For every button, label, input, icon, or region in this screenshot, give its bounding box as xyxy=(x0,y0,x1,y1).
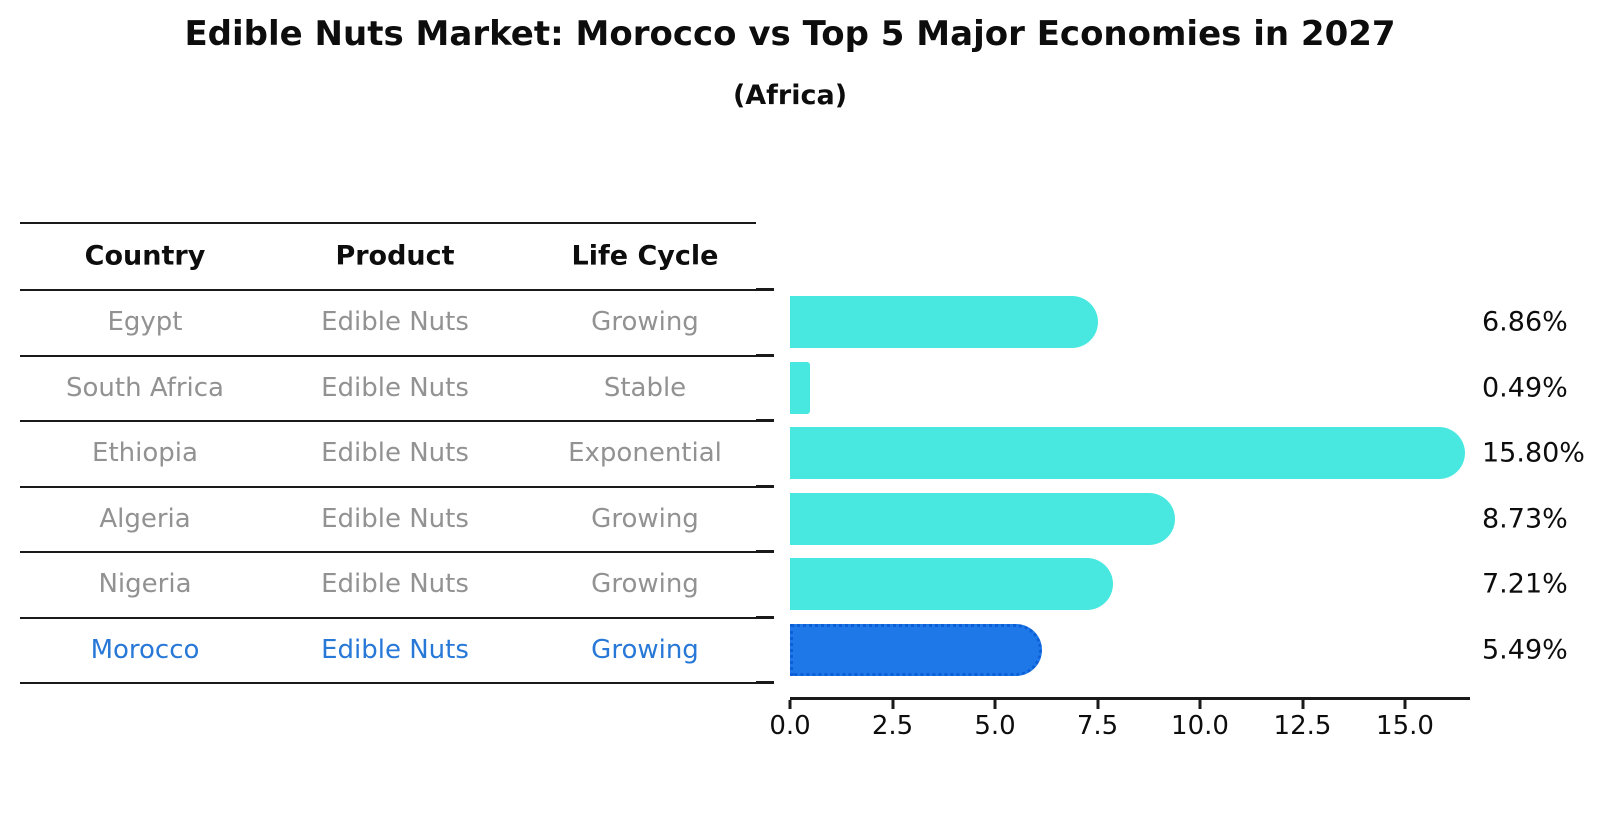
x-tick-label-7.5: 7.5 xyxy=(1076,711,1119,741)
x-axis-line xyxy=(790,697,1470,700)
y-axis-tick xyxy=(756,419,774,422)
table-cell-country-algeria: Algeria xyxy=(99,503,191,534)
table-cell-product-ethiopia: Edible Nuts xyxy=(321,438,469,468)
x-tick-label-5.0: 5.0 xyxy=(974,711,1016,741)
y-axis-tick xyxy=(756,681,774,684)
x-axis-tick xyxy=(891,700,894,709)
value-label-algeria: 8.73% xyxy=(1482,503,1568,534)
table-cell-product-egypt: Edible Nuts xyxy=(321,307,469,337)
chart-title: Edible Nuts Market: Morocco vs Top 5 Maj… xyxy=(184,14,1396,54)
x-tick-label-2.5: 2.5 xyxy=(871,711,914,741)
table-cell-product-algeria: Edible Nuts xyxy=(321,503,469,534)
table-grid-line xyxy=(20,486,756,488)
x-tick-label-10.0: 10.0 xyxy=(1171,711,1229,741)
bar-morocco xyxy=(790,623,1043,676)
value-label-morocco: 5.49% xyxy=(1482,634,1568,665)
value-label-ethiopia: 15.80% xyxy=(1482,437,1585,469)
table-cell-life-cycle-south-africa: Stable xyxy=(603,372,687,403)
table-cell-product-nigeria: Edible Nuts xyxy=(321,569,469,599)
value-label-egypt: 6.86% xyxy=(1482,306,1568,338)
table-cell-country-egypt: Egypt xyxy=(107,307,183,337)
x-tick-label-0.0: 0.0 xyxy=(769,711,811,741)
x-axis-tick xyxy=(1403,700,1407,709)
table-cell-life-cycle-algeria: Growing xyxy=(591,503,699,534)
table-cell-life-cycle-morocco: Growing xyxy=(591,634,699,665)
table-grid-line xyxy=(20,222,756,224)
table-cell-country-ethiopia: Ethiopia xyxy=(92,438,198,468)
table-cell-life-cycle-egypt: Growing xyxy=(591,307,699,337)
table-grid-line xyxy=(20,551,756,553)
chart-subtitle: (Africa) xyxy=(732,80,848,111)
bar-egypt xyxy=(790,296,1099,348)
value-label-nigeria: 7.21% xyxy=(1482,568,1568,600)
table-header-cell-life-cycle: Life Cycle xyxy=(571,240,719,272)
table-grid-line xyxy=(20,289,756,291)
y-axis-tick xyxy=(756,485,774,488)
table-grid-line xyxy=(20,617,756,619)
bar-nigeria xyxy=(790,558,1113,610)
x-axis-tick xyxy=(1198,700,1202,709)
bar-ethiopia xyxy=(790,427,1465,479)
table-grid-line xyxy=(20,682,756,684)
y-axis-tick xyxy=(756,550,774,553)
y-axis-tick xyxy=(756,616,774,619)
x-axis-tick xyxy=(1096,700,1099,709)
table-cell-country-nigeria: Nigeria xyxy=(98,569,192,599)
x-tick-label-12.5: 12.5 xyxy=(1273,711,1332,741)
table-header-cell-product: Product xyxy=(335,240,455,272)
table-cell-life-cycle-nigeria: Growing xyxy=(591,569,699,599)
table-cell-life-cycle-ethiopia: Exponential xyxy=(568,438,722,468)
bar-south-africa xyxy=(790,361,811,414)
value-label-south-africa: 0.49% xyxy=(1482,372,1568,403)
table-cell-country-south-africa: South Africa xyxy=(66,372,224,403)
table-header-cell-country: Country xyxy=(84,240,206,272)
table-cell-product-morocco: Edible Nuts xyxy=(321,634,469,665)
x-axis-tick xyxy=(788,700,792,709)
table-cell-product-south-africa: Edible Nuts xyxy=(321,372,469,403)
y-axis-tick xyxy=(756,354,774,357)
table-grid-line xyxy=(20,420,756,422)
table-grid-line xyxy=(20,355,756,357)
x-axis-tick xyxy=(993,700,997,709)
bar-algeria xyxy=(790,492,1175,545)
table-cell-country-morocco: Morocco xyxy=(90,634,200,665)
y-axis-tick xyxy=(756,288,774,291)
x-tick-label-15.0: 15.0 xyxy=(1376,711,1434,741)
x-axis-tick xyxy=(1301,700,1304,709)
